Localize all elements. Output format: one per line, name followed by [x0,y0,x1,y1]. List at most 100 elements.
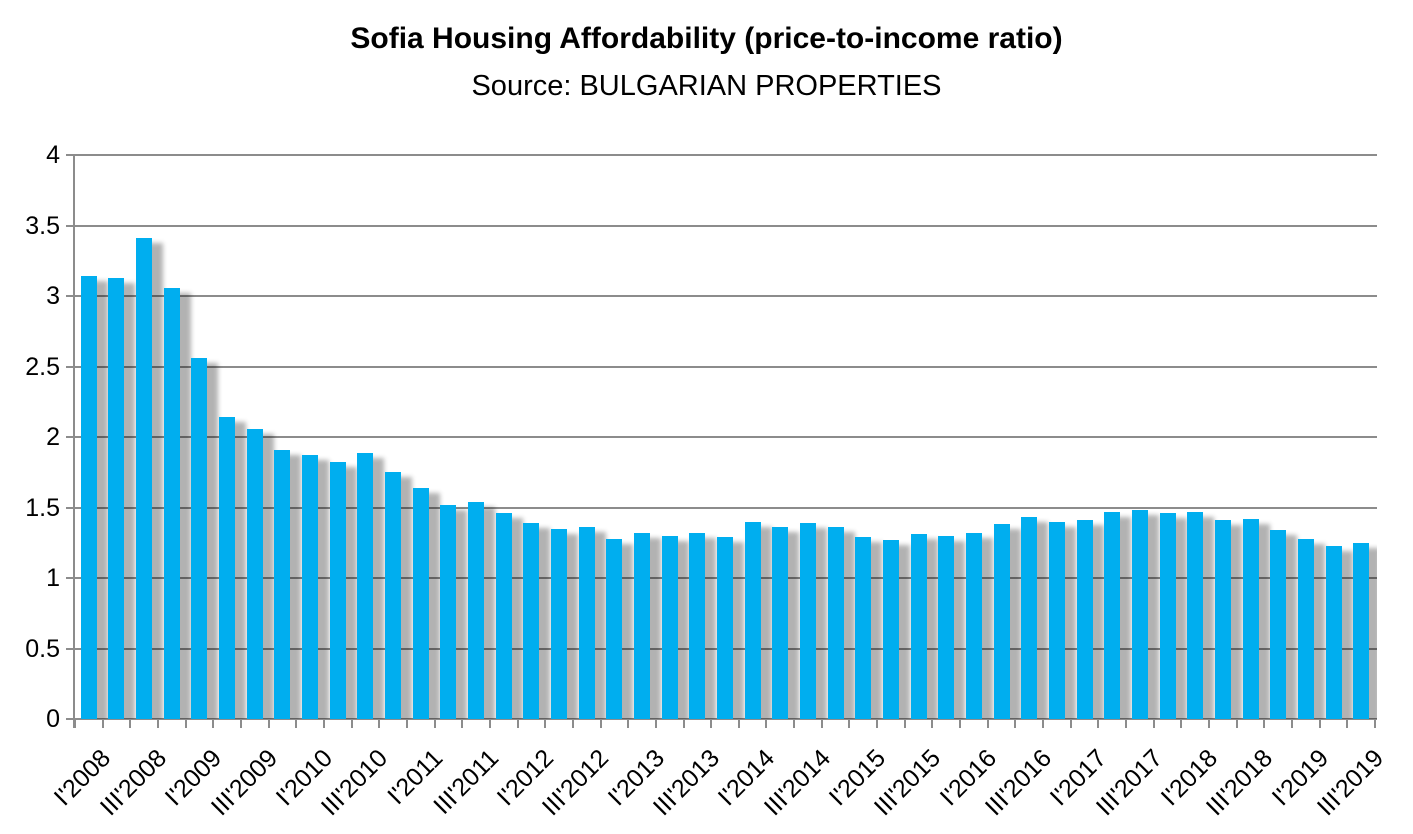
bar [606,538,623,719]
x-axis-tick [959,720,962,728]
x-axis-tick [74,720,76,728]
x-axis-tick [433,720,436,728]
y-axis-tick-label: 3 [46,282,60,310]
chart-subtitle: Source: BULGARIAN PROPERTIES [471,70,942,102]
gridline [75,224,1377,227]
y-axis-tick [66,718,75,720]
x-axis-tick [737,720,740,728]
x-axis-tick [1208,720,1211,728]
bar [1021,517,1038,719]
x-axis-tick [378,720,381,728]
x-axis-tick [156,720,159,728]
bar [744,521,761,719]
x-axis-tick [793,720,796,728]
x-axis-tick [682,720,685,728]
y-axis-tick-label: 3.5 [25,211,60,240]
x-axis-tick [848,720,851,728]
bar [1131,510,1148,719]
y-axis-tick [66,506,75,509]
x-axis-tick [931,720,934,728]
x-axis-tick [544,720,547,728]
bar [302,455,319,719]
bar [163,287,180,719]
bar [965,532,982,719]
bar [357,452,374,719]
x-axis-tick [654,720,657,728]
bar [551,528,568,719]
x-axis-tick [820,720,823,728]
bar [855,537,872,719]
gridline [75,154,1377,156]
bar [1270,530,1287,719]
bar [1242,518,1259,719]
bar [993,524,1010,719]
bar [274,449,291,719]
y-axis-tick-label: 2 [46,423,60,451]
x-axis-tick [1235,720,1238,728]
x-axis-tick [129,720,132,728]
x-axis-tick [1125,720,1128,728]
x-axis-tick [405,720,408,728]
bar [495,513,512,719]
x-axis-tick [516,720,519,728]
y-axis-tick [66,577,75,579]
x-axis-tick [101,720,104,728]
bar [440,504,457,719]
x-axis-tick [1069,720,1072,728]
bar [772,527,789,719]
x-axis-tick [599,720,602,728]
bar [329,462,346,719]
y-axis-tick [66,647,75,650]
bar [1104,511,1121,719]
x-axis-tick [239,720,242,728]
bars-layer [75,155,1377,719]
x-axis-tick [876,720,879,728]
x-axis-tick [184,720,187,728]
x-axis-tick [765,720,768,728]
bar [938,535,955,719]
y-axis-tick [66,224,75,227]
x-axis-line [73,718,1377,720]
bar [1297,538,1314,719]
bar [910,534,927,719]
bar [246,428,263,719]
x-axis-tick [1291,720,1294,728]
bar [1076,520,1093,719]
x-axis-tick [1152,720,1155,728]
bar [1353,542,1370,719]
x-axis-tick [1318,720,1321,728]
x-axis-tick [571,720,574,728]
bar [578,527,595,719]
gridline [75,365,1377,368]
x-axis-tick [488,720,491,728]
y-axis-tick-label: 0.5 [25,634,60,663]
x-axis-tick [1374,720,1376,728]
y-axis-tick-label: 1 [46,564,60,592]
x-axis-tick [986,720,989,728]
y-axis-tick-label: 1.5 [25,493,60,522]
bar [827,527,844,719]
y-axis-line [73,155,75,728]
bar [523,523,540,719]
gridline [75,295,1377,297]
bar [717,537,733,719]
y-axis-tick [66,436,75,438]
x-axis-tick [1180,720,1183,728]
x-axis-tick [627,720,630,728]
bar [136,238,153,719]
x-axis-tick [1346,720,1349,728]
bar [799,523,816,719]
x-axis-tick [212,720,215,728]
y-axis-tick [66,365,75,368]
x-axis-tick [1097,720,1100,728]
y-axis-tick-label: 0 [46,705,60,733]
bar [1159,513,1176,719]
x-axis-tick [295,720,298,728]
bar [80,276,97,719]
x-axis-tick [1042,720,1045,728]
y-axis-tick-label: 2.5 [25,352,60,381]
bar [108,277,125,719]
bar [689,532,706,719]
